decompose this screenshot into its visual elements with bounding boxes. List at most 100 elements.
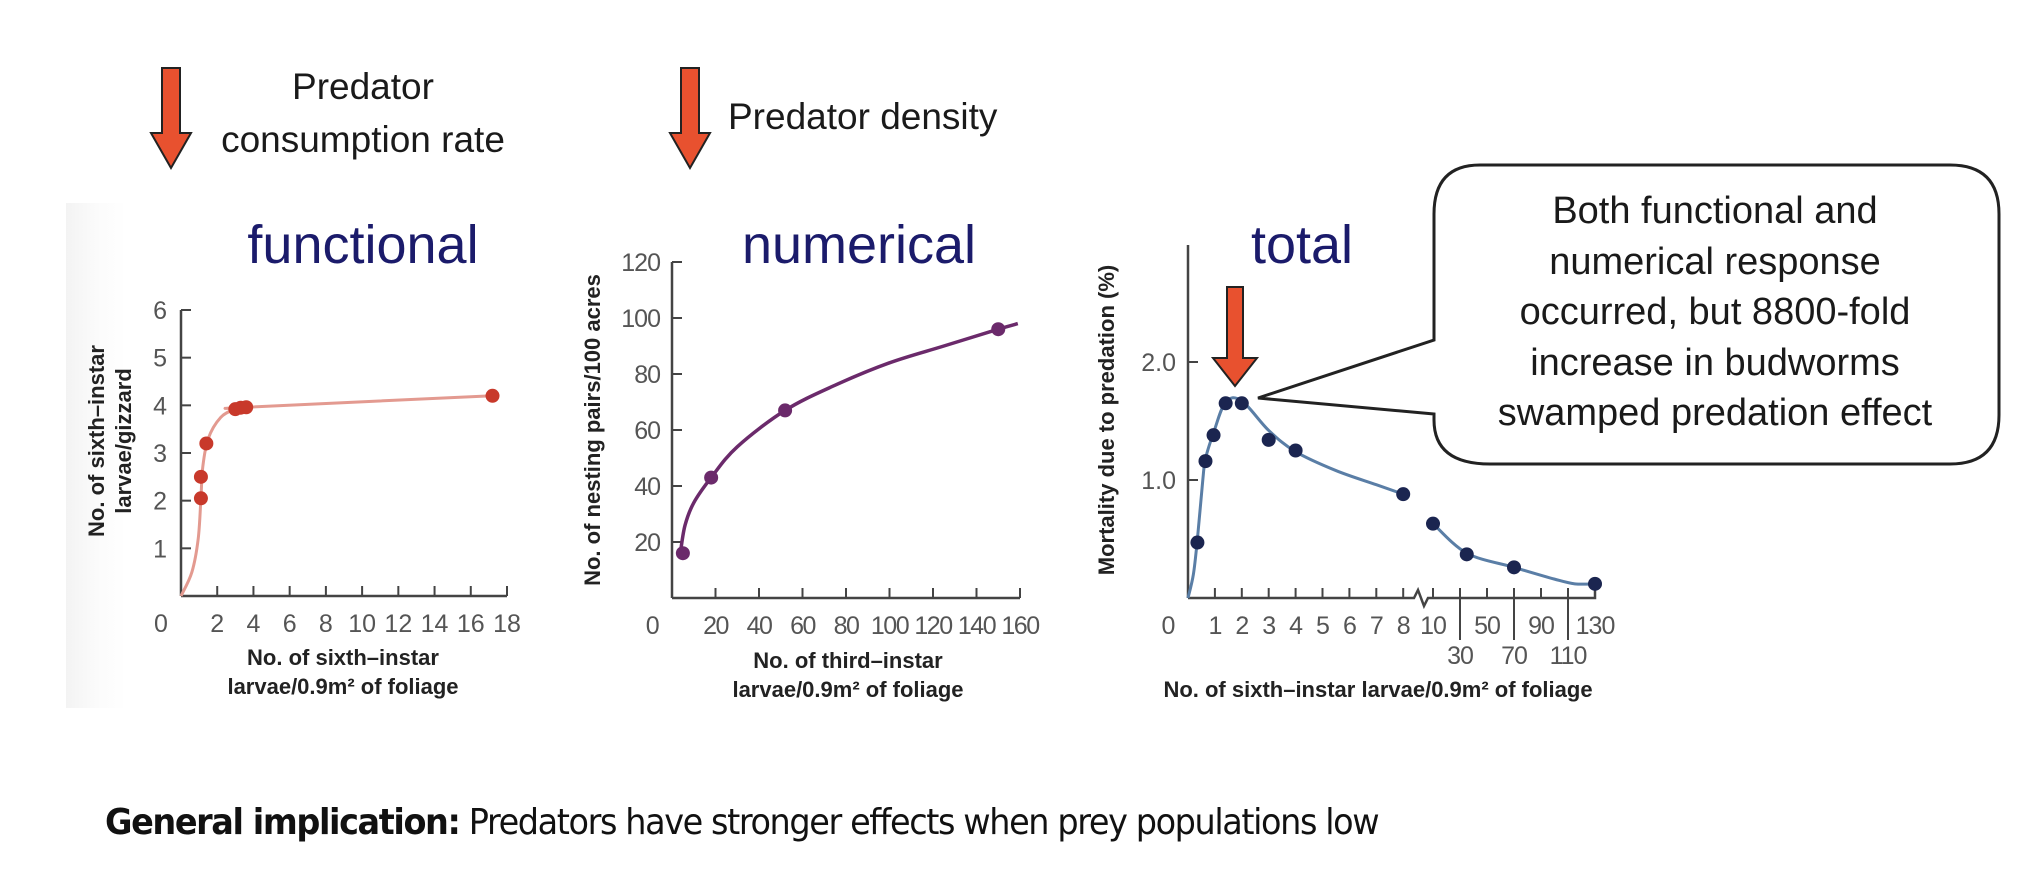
y-tick-label: 2.0: [1141, 349, 1176, 377]
data-point: [1588, 576, 1602, 591]
x-tick-label: 7: [1370, 612, 1383, 640]
data-point: [675, 546, 690, 561]
data-point: [778, 403, 793, 418]
callout-bubble: [1257, 163, 2001, 466]
fit-curve: [179, 394, 493, 597]
data-point: [1288, 443, 1303, 458]
x-axis-label: larvae/0.9m² of foliage: [227, 674, 458, 699]
x-tick-label: 1: [1208, 612, 1221, 640]
data-point: [1190, 535, 1205, 550]
data-point: [1261, 432, 1276, 447]
data-point: [199, 436, 214, 451]
arrow-down-icon: [1210, 286, 1260, 388]
general-implication: General implication: Predators have stro…: [105, 802, 1380, 843]
chart-title-total: total: [1251, 215, 1353, 275]
data-point: [1206, 428, 1221, 443]
x-tick-label: 16: [457, 610, 485, 638]
fit-curve: [1431, 522, 1596, 586]
x-tick-label: 80: [834, 612, 859, 640]
data-point: [991, 322, 1006, 337]
x-tick-label: 90: [1528, 612, 1554, 640]
x-tick-label: 70: [1501, 642, 1527, 670]
x-tick-label: 18: [493, 610, 521, 638]
arrow-functional-label-line2: consumption rate: [221, 119, 505, 160]
y-axis-label: No. of nesting pairs/100 acres: [580, 274, 605, 586]
x-tick-label: 2: [1235, 612, 1248, 640]
fit-curve: [678, 321, 1019, 551]
x-tick-label: 20: [703, 612, 728, 640]
data-point: [1396, 487, 1411, 502]
fit-curve: [1186, 396, 1404, 599]
chart-title-numerical: numerical: [742, 215, 976, 275]
y-axis-label: Mortality due to predation (%): [1094, 265, 1119, 575]
x-axis-label: No. of sixth–instar larvae/0.9m² of foli…: [1163, 677, 1592, 702]
x-tick-label: 160: [1001, 612, 1039, 640]
x-tick-label: 4: [1289, 612, 1303, 640]
y-tick-label: 60: [634, 417, 660, 445]
chart-title-functional: functional: [247, 215, 478, 275]
data-point: [1198, 454, 1213, 469]
data-point: [1426, 516, 1440, 531]
x-tick-label: 130: [1576, 612, 1615, 640]
x-tick-label: 50: [1474, 612, 1500, 640]
y-tick-label: 4: [153, 392, 167, 420]
x-tick-label: 3: [1262, 612, 1275, 640]
y-tick-label: 120: [621, 249, 660, 277]
y-tick-label: 20: [634, 529, 660, 557]
callout-line: numerical response: [1549, 240, 1881, 283]
y-tick-label: 3: [153, 440, 167, 468]
general-implication-text: Predators have stronger effects when pre…: [459, 802, 1380, 843]
x-tick-label: 8: [1397, 612, 1410, 640]
data-point: [704, 470, 719, 485]
general-implication-label: General implication:: [105, 802, 461, 843]
x-axis-label: No. of third–instar: [753, 648, 943, 673]
data-point: [485, 388, 500, 403]
data-point: [239, 400, 254, 415]
x-tick-label: 10: [1420, 612, 1446, 640]
x-tick-label: 110: [1550, 642, 1587, 670]
arrow-numerical-label: Predator density: [728, 96, 998, 137]
y-tick-label: 5: [153, 345, 167, 373]
x-tick-label: 40: [747, 612, 772, 640]
y-tick-label: 1.0: [1141, 467, 1176, 495]
x-tick-label: 140: [958, 612, 996, 640]
arrow-down-icon: [149, 67, 193, 171]
y-tick-label: 2: [153, 488, 167, 516]
callout-text: Both functional and numerical response o…: [1450, 186, 1980, 439]
x-tick-label: 4: [246, 610, 260, 638]
x-axis-label: larvae/0.9m² of foliage: [732, 677, 963, 702]
x-tick-label: 10: [348, 610, 376, 638]
x-tick-label: 6: [283, 610, 297, 638]
y-tick-label: 80: [634, 361, 660, 389]
x-tick-label: 0: [646, 612, 659, 640]
arrow-down-icon: [668, 67, 712, 171]
y-axis-label: larvae/gizzard: [111, 368, 136, 514]
x-tick-label: 30: [1447, 642, 1473, 670]
arrow-functional-label-line1: Predator: [292, 66, 434, 107]
x-tick-label: 6: [1343, 612, 1356, 640]
x-axis-label: No. of sixth–instar: [247, 645, 439, 670]
data-point: [1234, 396, 1249, 411]
data-point: [1507, 560, 1521, 575]
x-tick-label: 60: [790, 612, 815, 640]
figure-background: [66, 203, 1586, 708]
chart-total: 1.0 2.0 0 1 2 3 4 5 6 7 8 10 50 90 130 30 70 110 No. of si…: [1094, 245, 1615, 702]
x-tick-label: 0: [154, 610, 168, 638]
callout-line: Both functional and: [1552, 190, 1878, 232]
x-axis-broken: [1188, 586, 1597, 610]
x-tick-label: 2: [210, 610, 224, 638]
callout-line: occurred, but 8800-fold: [1519, 291, 1911, 333]
callout-line: increase in budworms: [1530, 341, 1900, 384]
data-point: [193, 469, 208, 484]
y-tick-label: 100: [621, 305, 660, 333]
x-tick-label: 14: [421, 610, 449, 638]
x-tick-label: 0: [1162, 612, 1175, 640]
y-tick-label: 6: [153, 297, 167, 325]
callout-line: swamped predation effect: [1497, 392, 1933, 434]
x-tick-label: 12: [384, 610, 412, 638]
data-point: [1218, 396, 1233, 411]
